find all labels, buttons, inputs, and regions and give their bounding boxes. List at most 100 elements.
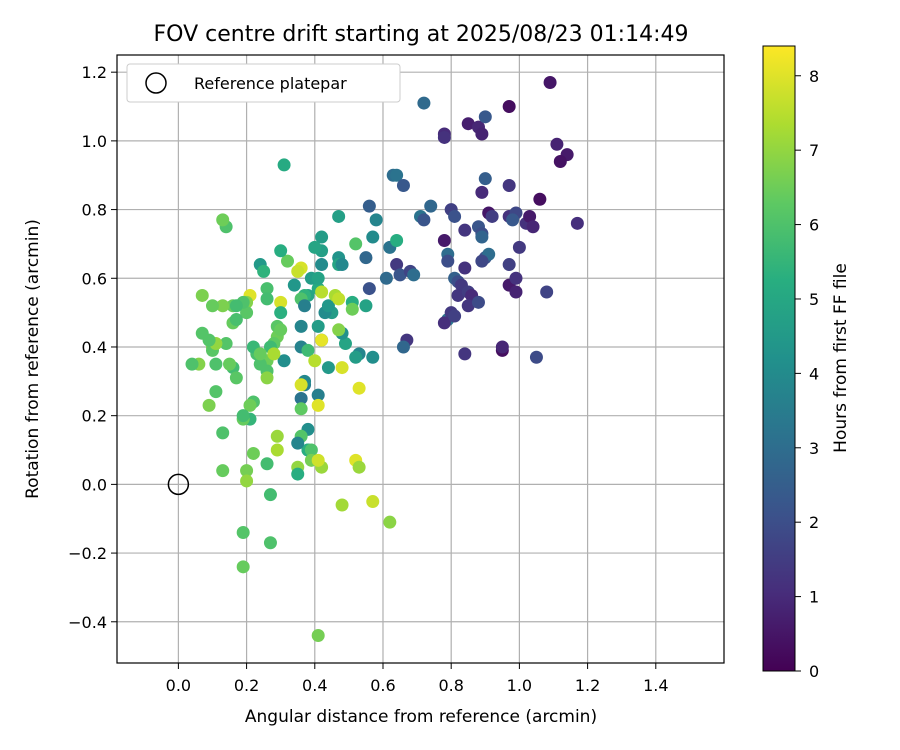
scatter-point [458,347,472,361]
scatter-point [458,223,472,237]
scatter-point [338,337,352,351]
scatter-point [246,446,260,460]
scatter-point [253,357,267,371]
scatter-point [502,100,516,114]
scatter-point [526,220,540,234]
scatter-point [260,457,274,471]
scatter-point [315,230,329,244]
scatter-point [570,216,584,230]
scatter-point [362,282,376,296]
colorbar-tick-label: 6 [809,216,819,235]
scatter-point [263,488,277,502]
y-tick-label: 0.6 [82,269,107,288]
scatter-point [478,172,492,186]
scatter-point [216,213,230,227]
scatter-point [366,230,380,244]
scatter-point [475,254,489,268]
scatter-point [185,357,199,371]
scatter-point [257,264,271,278]
y-tick-label: 0.2 [82,407,107,426]
scatter-point [369,213,383,227]
scatter-point [359,251,373,265]
scatter-point [229,312,243,326]
x-tick-label: 0.0 [166,676,191,695]
scatter-point [291,436,305,450]
scatter-point [335,498,349,512]
scatter-point [195,326,209,340]
scatter-point [383,515,397,529]
scatter-point [417,213,431,227]
scatter-point [308,354,322,368]
grid-lines [117,55,724,663]
scatter-point [311,398,325,412]
colorbar-label: Hours from first FF file [831,263,851,453]
colorbar-tick-label: 2 [809,513,819,532]
y-axis-ticks: 1.2 1.0 0.8 0.6 0.4 0.2 0.0 −0.2 −0.4 [68,63,117,632]
scatter-point [229,371,243,385]
colorbar [762,45,796,672]
y-tick-label: 0.0 [82,475,107,494]
scatter-point [495,340,509,354]
scatter-point [345,302,359,316]
scatter-point [294,319,308,333]
scatter-point [236,409,250,423]
scatter-point [543,75,557,89]
scatter-point [287,278,301,292]
x-axis-label: Angular distance from reference (arcmin) [245,707,597,727]
y-axis-label: Rotation from reference (arcmin) [23,219,43,499]
x-tick-label: 1.0 [507,676,532,695]
scatter-point [315,285,329,299]
scatter-point [321,361,335,375]
scatter-point [396,179,410,193]
colorbar-tick-label: 3 [809,439,819,458]
colorbar-ticks: 0 1 2 3 4 5 6 7 8 [795,67,819,681]
scatter-point [277,158,291,172]
scatter-point [311,271,325,285]
scatter-point [349,350,363,364]
scatter-point [216,299,230,313]
scatter-point [512,240,526,254]
scatter-point [209,385,223,399]
scatter-point [223,357,237,371]
scatter-point [437,233,451,247]
scatter-point [202,398,216,412]
scatter-point [301,343,315,357]
scatter-point [260,282,274,296]
colorbar-tick-label: 0 [809,662,819,681]
colorbar-tick-label: 7 [809,141,819,160]
scatter-point [240,464,254,478]
scatter-point [274,295,288,309]
scatter-point [311,629,325,643]
scatter-point [451,288,465,302]
x-tick-label: 0.8 [438,676,463,695]
scatter-points [185,75,584,643]
scatter-point [506,213,520,227]
scatter-point [209,357,223,371]
scatter-point [475,127,489,141]
scatter-point [315,258,329,272]
legend-label: Reference platepar [194,74,347,93]
x-tick-label: 0.6 [370,676,395,695]
scatter-point [236,525,250,539]
scatter-point [407,268,421,282]
scatter-point [321,299,335,313]
scatter-point [294,402,308,416]
scatter-point [236,560,250,574]
plot-frame [116,54,725,664]
scatter-point [240,306,254,320]
scatter-point [332,209,346,223]
scatter-point [417,96,431,110]
colorbar-tick-label: 4 [809,364,819,383]
scatter-point [294,392,308,406]
scatter-point [475,230,489,244]
scatter-point [502,258,516,272]
scatter-point [359,299,373,313]
scatter-point [277,354,291,368]
scatter-point [311,453,325,467]
scatter-point [216,426,230,440]
scatter-point [349,237,363,251]
scatter-point [478,110,492,124]
scatter-point [352,381,366,395]
scatter-point [281,254,295,268]
scatter-point [437,130,451,144]
